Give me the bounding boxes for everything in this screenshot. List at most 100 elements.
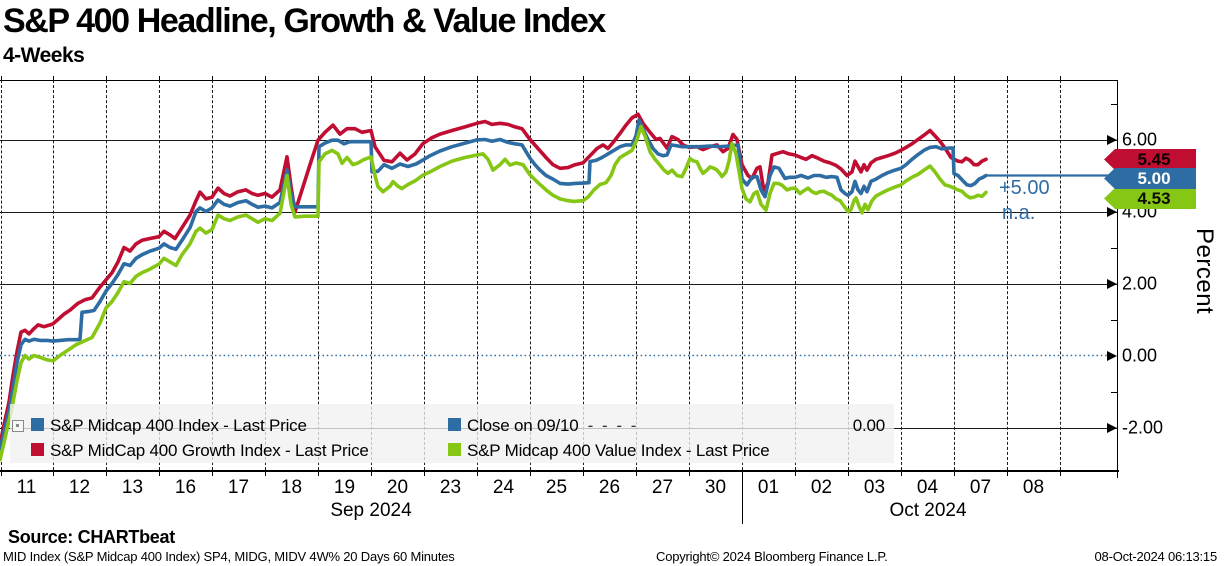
x-label-20: 20 — [386, 477, 409, 498]
day-tick-top — [530, 76, 531, 80]
y-minor-tick — [1111, 391, 1117, 393]
day-tick — [212, 470, 213, 476]
x-label-30: 30 — [704, 477, 727, 498]
y-minor-tick — [1111, 247, 1117, 249]
y-tick-arrow-icon — [1107, 422, 1117, 433]
close-reference-value: 0.00 — [852, 416, 885, 435]
day-tick-top — [477, 76, 478, 80]
day-tick — [1, 470, 2, 476]
gridline-4 — [0, 211, 1117, 213]
month-separator — [742, 471, 743, 524]
day-tick-top — [106, 76, 107, 80]
price-tag-index: 5.00 — [1104, 168, 1196, 189]
page-subtitle: 4-Weeks — [3, 44, 85, 67]
day-tick — [53, 470, 54, 476]
y-minor-tick — [1111, 103, 1117, 105]
month-label: Oct 2024 — [889, 500, 967, 521]
series-growth — [0, 112, 988, 446]
x-label-04: 04 — [916, 477, 939, 498]
x-label-27: 27 — [651, 477, 674, 498]
day-tick — [1060, 470, 1061, 476]
y-tick-label: 2.00 — [1122, 273, 1158, 293]
axis-end-tick — [1117, 470, 1118, 478]
x-label-03: 03 — [863, 477, 886, 498]
legend-item-index-label: S&P Midcap 400 Index - Last Price — [50, 416, 307, 435]
y-axis-line — [1117, 80, 1118, 470]
day-tick-top — [53, 76, 54, 80]
day-tick-top — [742, 76, 743, 80]
x-label-02: 02 — [810, 477, 833, 498]
y-axis-title: Percent — [1191, 228, 1218, 315]
x-label-13: 13 — [121, 477, 144, 498]
x-label-07: 07 — [969, 477, 992, 498]
day-tick — [477, 470, 478, 476]
day-gridline — [1, 80, 2, 470]
x-axis-line — [0, 470, 1119, 472]
y-tick-arrow-icon — [1107, 278, 1117, 289]
day-tick — [424, 470, 425, 476]
legend: S&P Midcap 400 Index - Last Price S&P Mi… — [10, 404, 894, 463]
day-tick — [583, 470, 584, 476]
y-tick-arrow-icon — [1107, 350, 1117, 361]
price-tag-value: 4.53 — [1104, 188, 1196, 209]
day-gridline — [901, 80, 902, 470]
x-label-01: 01 — [757, 477, 780, 498]
day-tick — [636, 470, 637, 476]
day-tick-top — [583, 76, 584, 80]
day-tick — [265, 470, 266, 476]
footnote-timestamp: 08-Oct-2024 06:13:15 — [1094, 549, 1218, 564]
x-label-12: 12 — [68, 477, 91, 498]
y-tick-arrow-icon — [1107, 206, 1117, 217]
day-tick — [954, 470, 955, 476]
day-tick-top — [318, 76, 319, 80]
y-tick-label: -2.00 — [1122, 417, 1164, 437]
day-tick-top — [1060, 76, 1061, 80]
month-label: Sep 2024 — [330, 500, 412, 521]
day-tick-top — [212, 76, 213, 80]
day-gridline — [1060, 80, 1061, 470]
value-swatch-icon — [448, 443, 461, 456]
x-label-11: 11 — [16, 477, 37, 498]
page-title: S&P 400 Headline, Growth & Value Index — [3, 2, 606, 40]
day-tick-top — [1007, 76, 1008, 80]
day-tick-top — [1, 76, 2, 80]
source-line: Source: CHARTbeat — [8, 527, 175, 547]
price-tag-growth: 5.45 — [1104, 149, 1196, 170]
day-tick-top — [848, 76, 849, 80]
x-label-23: 23 — [439, 477, 462, 498]
day-gridline — [954, 80, 955, 470]
day-tick — [318, 470, 319, 476]
day-tick-top — [689, 76, 690, 80]
footnote-copyright: Copyright© 2024 Bloomberg Finance L.P. — [656, 549, 888, 564]
x-label-24: 24 — [492, 477, 515, 498]
day-tick — [371, 470, 372, 476]
close-swatch-icon — [448, 418, 461, 431]
growth-swatch-icon — [31, 443, 44, 456]
x-label-08: 08 — [1022, 477, 1045, 498]
y-tick-arrow-icon — [1107, 134, 1117, 145]
day-gridline — [1007, 80, 1008, 470]
legend-item-value-label: S&P Midcap 400 Value Index - Last Price — [467, 441, 770, 460]
x-label-26: 26 — [598, 477, 621, 498]
day-tick-top — [371, 76, 372, 80]
last-value-annotation: +5.00 — [999, 177, 1050, 199]
day-tick — [848, 470, 849, 476]
dash-style-sample: - - - - — [587, 416, 639, 435]
day-tick-top — [424, 76, 425, 80]
x-label-17: 17 — [227, 477, 250, 498]
day-tick-top — [159, 76, 160, 80]
day-tick-top — [954, 76, 955, 80]
day-tick — [901, 470, 902, 476]
day-tick — [159, 470, 160, 476]
day-tick — [689, 470, 690, 476]
day-tick — [530, 470, 531, 476]
series-index — [0, 118, 988, 451]
day-tick-top — [901, 76, 902, 80]
y-minor-tick — [1111, 319, 1117, 321]
gridline-6 — [0, 139, 1117, 141]
day-tick-top — [795, 76, 796, 80]
legend-expand-icon[interactable] — [12, 420, 24, 432]
day-tick-top — [265, 76, 266, 80]
legend-item-close-label: Close on 09/10 - - - - — [467, 416, 639, 435]
